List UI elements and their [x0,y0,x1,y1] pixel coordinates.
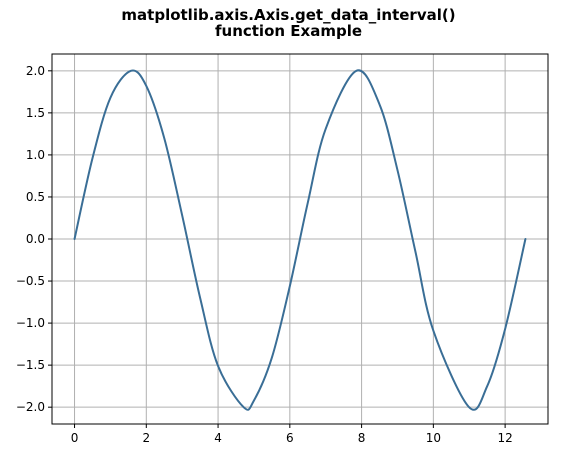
series-line [73,69,527,411]
x-tick-label: 8 [358,431,366,445]
x-tick-label: 0 [71,431,79,445]
chart-title-line-2: function Example [214,22,363,40]
y-tick-label: −1.0 [16,316,45,330]
y-tick-label: 1.0 [26,148,45,162]
y-tick-label: 2.0 [26,64,45,78]
y-tick-label: −1.5 [16,358,45,372]
chart-title-line-1: matplotlib.axis.Axis.get_data_interval() [121,6,456,24]
y-tick-label: 1.5 [26,106,45,120]
x-tick-label: 10 [426,431,441,445]
x-tick-label: 2 [142,431,150,445]
x-tick-label: 12 [497,431,512,445]
y-tick-label: −0.5 [16,274,45,288]
x-tick-label: 6 [286,431,294,445]
y-tick-label: 0.0 [26,232,45,246]
y-tick-label: −2.0 [16,400,45,414]
x-tick-label: 4 [214,431,222,445]
y-tick-label: 0.5 [26,190,45,204]
